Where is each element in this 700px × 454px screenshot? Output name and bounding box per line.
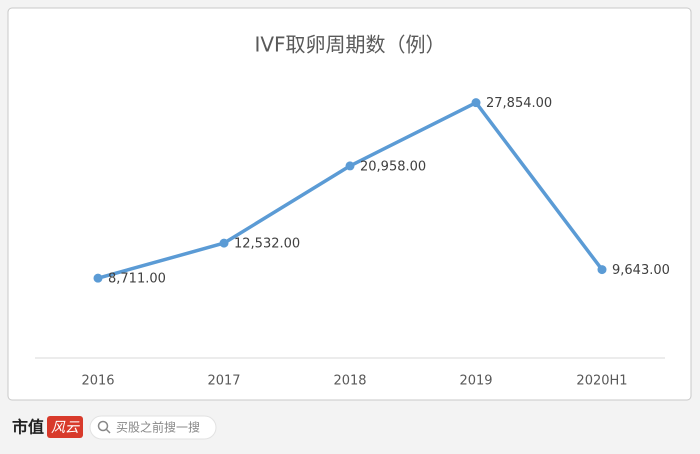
brand-mark-bg <box>47 416 83 438</box>
chart-frame <box>7 7 692 401</box>
search-icon <box>97 420 109 432</box>
data-label: 9,643.00 <box>612 263 670 278</box>
x-tick-label: 2020H1 <box>576 374 627 389</box>
data-point <box>345 161 355 171</box>
search-placeholder: 买股之前搜一搜 <box>116 420 200 435</box>
search-box[interactable] <box>89 415 217 440</box>
chart-title: IVF取卵周期数（例） <box>254 33 445 57</box>
search-icon-handle <box>105 428 111 434</box>
x-tick-label: 2019 <box>459 374 492 389</box>
brand: 市值 <box>12 418 44 437</box>
data-label: 20,958.00 <box>360 159 426 174</box>
data-point <box>219 238 229 248</box>
brand-mark: 风云 <box>51 420 80 436</box>
x-tick-label: 2016 <box>81 374 114 389</box>
data-point <box>93 273 103 283</box>
data-point <box>597 265 607 275</box>
x-tick-label: 2018 <box>333 374 366 389</box>
data-label: 12,532.00 <box>234 237 300 252</box>
data-point <box>471 98 481 108</box>
x-tick-label: 2017 <box>207 374 240 389</box>
data-label: 27,854.00 <box>486 96 552 111</box>
data-label: 8,711.00 <box>108 272 166 287</box>
